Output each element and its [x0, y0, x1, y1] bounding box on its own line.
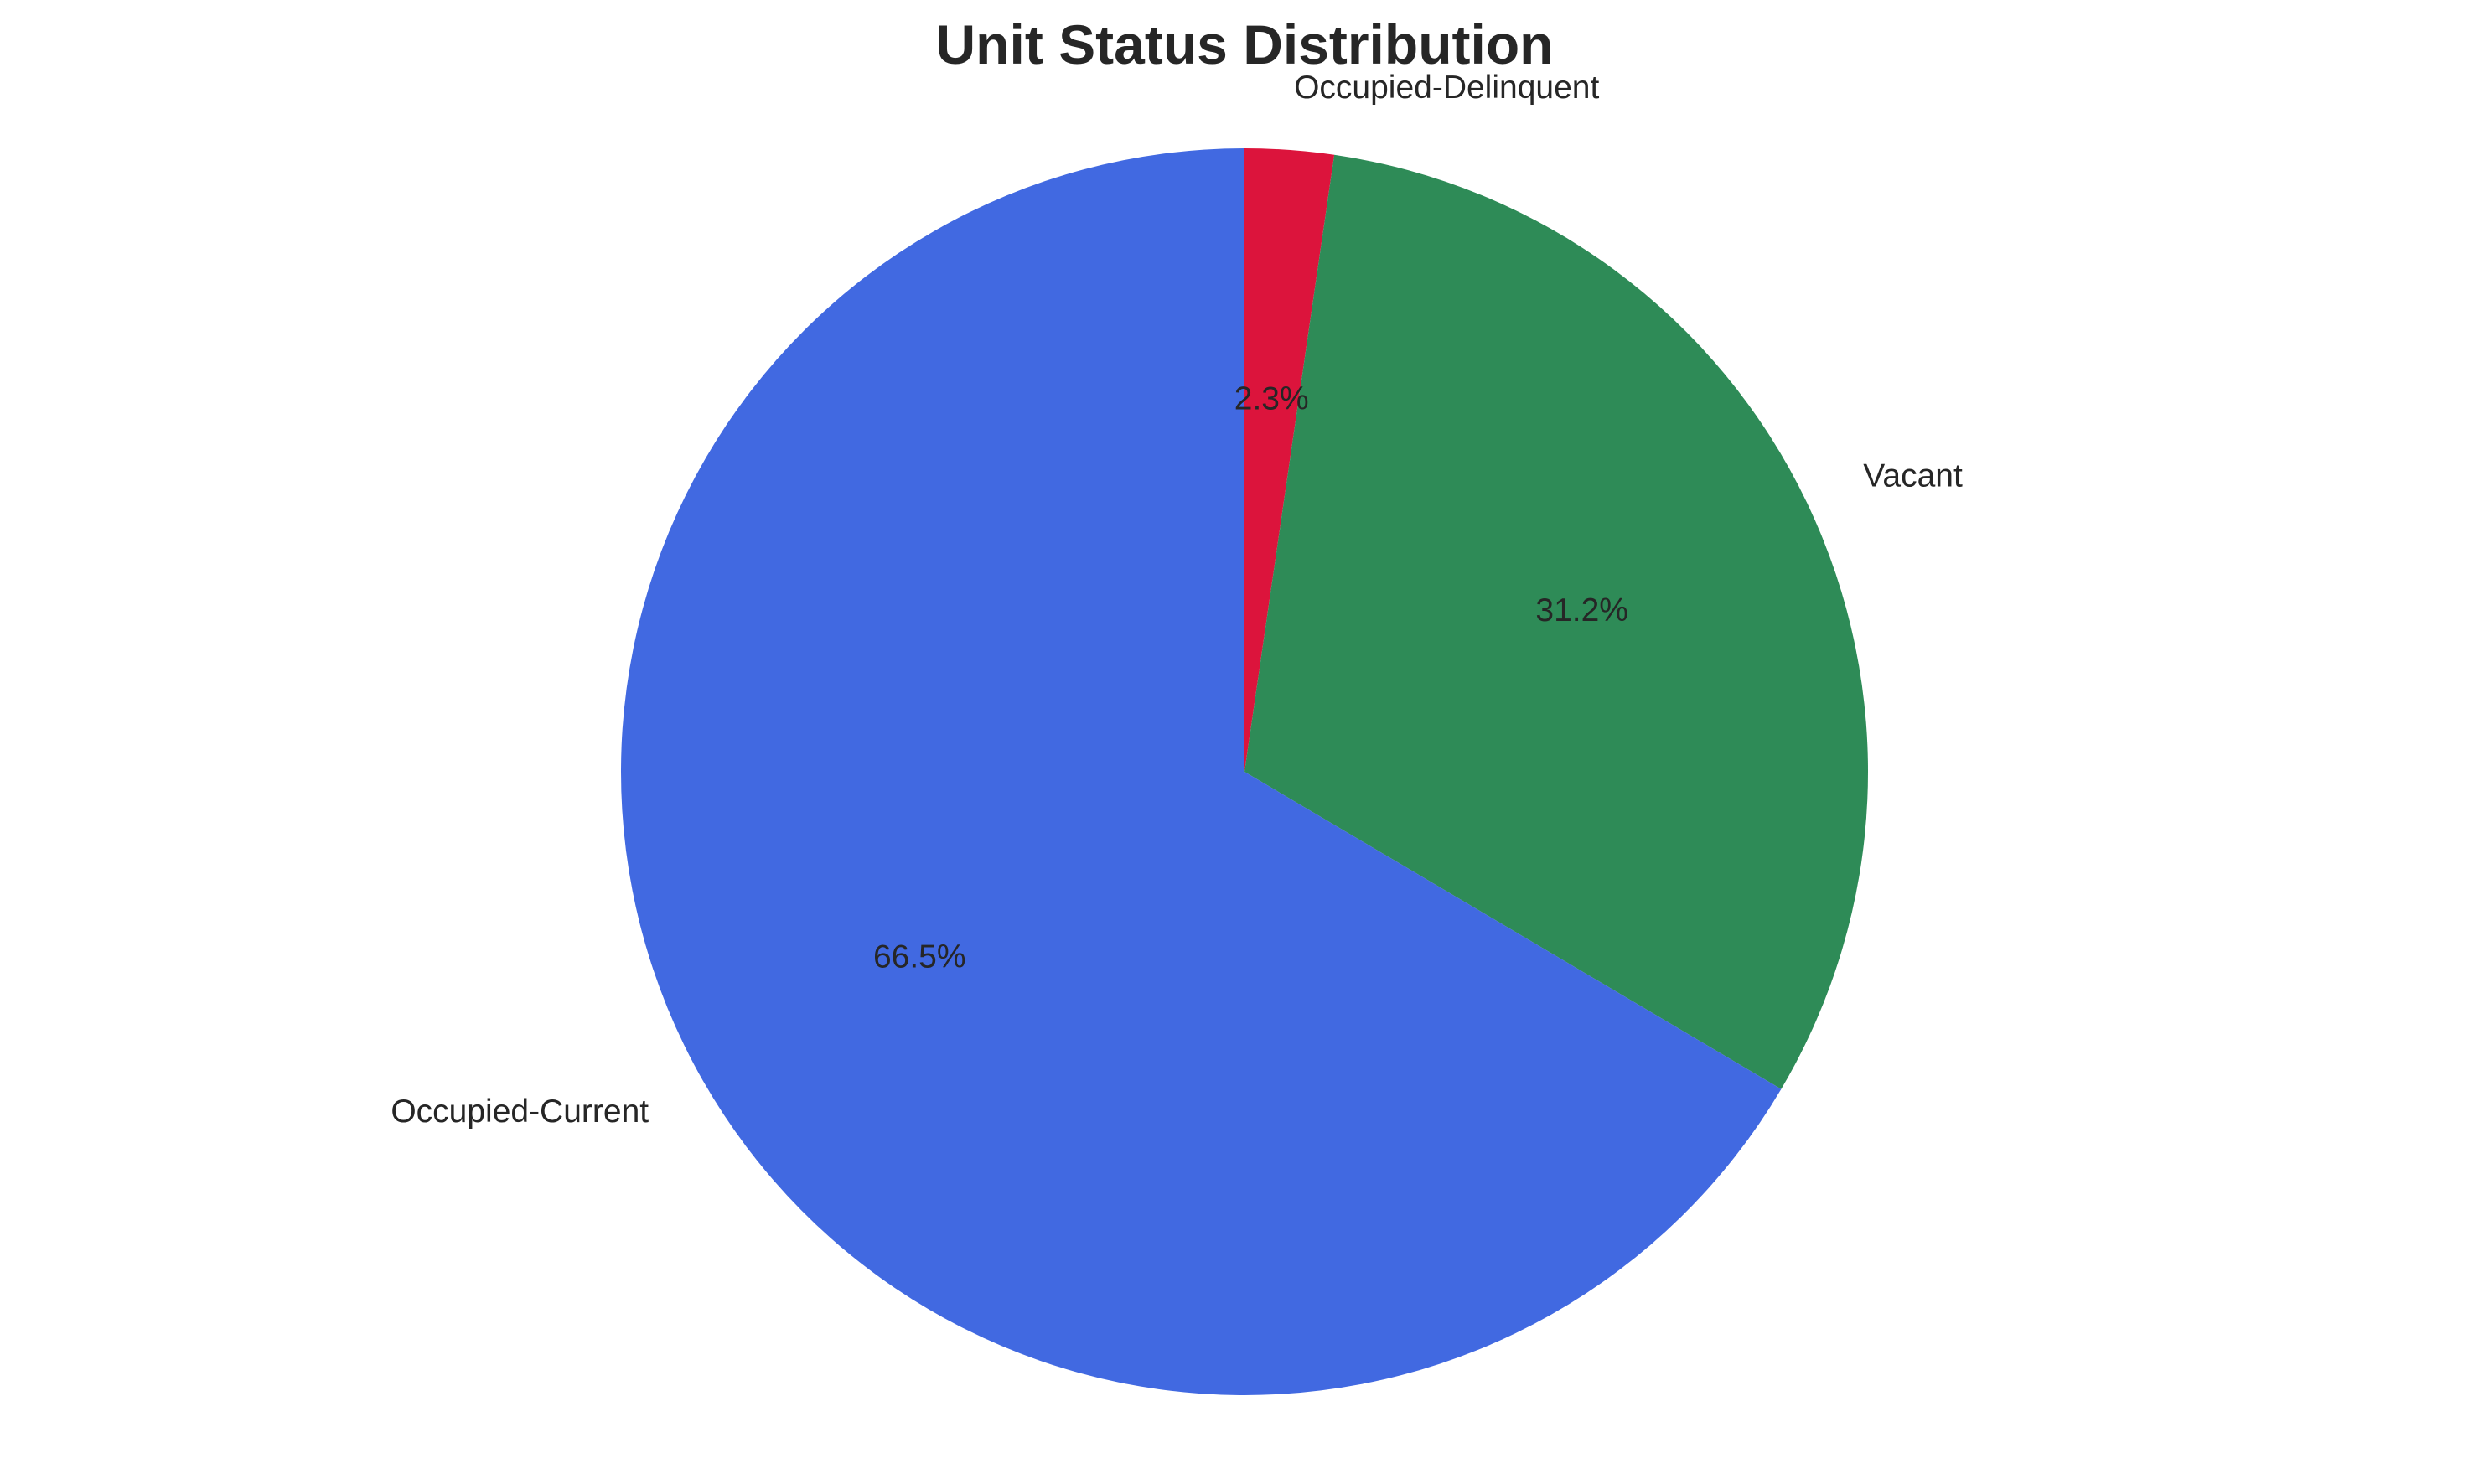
pie-slice-occupied-current — [620, 148, 1782, 1395]
pie-labels: Occupied-Delinquent 2.3% Vacant 31.2% Occupi… — [391, 70, 1963, 1130]
pct-label-occupied-delinquent: 2.3% — [1234, 380, 1309, 416]
pie-slice-occupied-delinquent — [1244, 148, 1335, 772]
pct-label-vacant: 31.2% — [1535, 592, 1628, 628]
slice-label-vacant: Vacant — [1863, 458, 1963, 494]
pie-slices — [620, 148, 1868, 1395]
slice-label-occupied-delinquent: Occupied-Delinquent — [1294, 70, 1599, 106]
chart-title: Unit Status Distribution — [936, 13, 1554, 75]
slice-label-occupied-current: Occupied-Current — [391, 1094, 649, 1130]
pct-label-occupied-current: 66.5% — [873, 939, 966, 975]
pie-slice-vacant — [1244, 154, 1868, 1089]
